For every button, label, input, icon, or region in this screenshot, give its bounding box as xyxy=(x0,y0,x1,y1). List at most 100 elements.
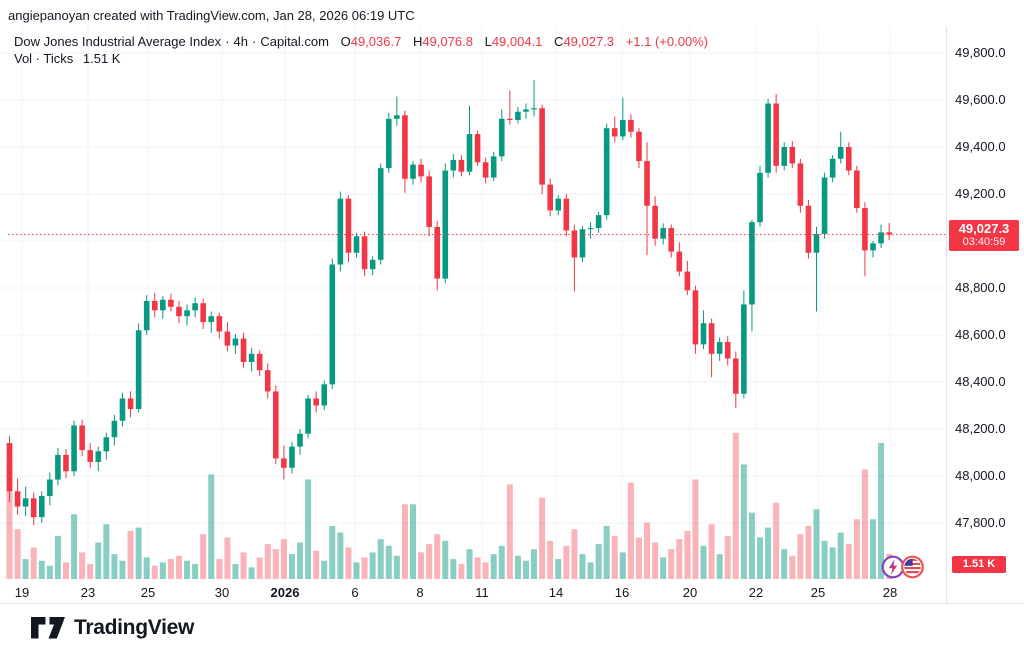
candle-body xyxy=(240,338,247,363)
candle-body xyxy=(22,498,29,507)
volume-bar xyxy=(14,529,21,579)
candle-body xyxy=(539,108,545,185)
volume-bar xyxy=(264,544,271,579)
candle-body xyxy=(151,300,158,311)
volume-bar xyxy=(853,519,860,579)
time-tick-label: 25 xyxy=(810,585,826,600)
candle-body xyxy=(515,111,521,120)
volume-bar xyxy=(167,559,174,579)
candle-body xyxy=(418,164,424,177)
market-status-icons[interactable] xyxy=(880,554,926,580)
price-tick-label: 48,600.0 xyxy=(955,327,1006,342)
tradingview-logo-icon[interactable] xyxy=(30,615,66,641)
price-tick-label: 48,400.0 xyxy=(955,374,1006,389)
volume-bar xyxy=(337,532,344,579)
candle-body xyxy=(248,353,255,363)
candle-body xyxy=(684,271,691,291)
volume-bar xyxy=(71,514,78,579)
price-tick-label: 48,200.0 xyxy=(955,421,1006,436)
candle-body xyxy=(402,115,408,179)
time-tick-label: 19 xyxy=(14,585,30,600)
symbol-legend[interactable]: Dow Jones Industrial Average Index · 4h · Ca… xyxy=(14,33,708,51)
candle-body xyxy=(547,184,553,211)
change-value: +1.1 (+0.00%) xyxy=(625,34,709,49)
candle-body xyxy=(369,259,376,270)
volume-legend[interactable]: Vol · Ticks 1.51 K xyxy=(14,51,120,66)
time-tick-label: 25 xyxy=(140,585,156,600)
volume-bar xyxy=(781,549,788,579)
volume-bar xyxy=(716,554,723,579)
volume-bar xyxy=(668,549,675,579)
candle-body xyxy=(394,115,400,119)
open-value: 49,036.7 xyxy=(350,34,402,49)
time-tick-label: 2026 xyxy=(270,585,300,600)
candle-body xyxy=(466,134,473,172)
volume-bar xyxy=(627,482,634,579)
high-label: H xyxy=(412,34,423,49)
volume-bar xyxy=(345,547,352,579)
candle-body xyxy=(184,310,190,317)
candle-body xyxy=(523,109,529,112)
volume-bar xyxy=(240,552,247,579)
volume-bar xyxy=(506,484,513,579)
volume-bar xyxy=(539,497,546,579)
volume-bar xyxy=(829,547,836,579)
volume-bar xyxy=(95,542,102,579)
candle-body xyxy=(281,458,287,468)
time-tick-label: 6 xyxy=(351,585,359,600)
volume-bar xyxy=(619,552,626,579)
candle-body xyxy=(224,331,231,346)
candle-body xyxy=(377,168,384,260)
candle-body xyxy=(490,156,497,178)
candle-body xyxy=(749,222,755,305)
tradingview-wordmark[interactable]: TradingView xyxy=(74,616,195,639)
candle-body xyxy=(434,226,441,279)
candle-body xyxy=(361,236,368,270)
volume-bar xyxy=(434,534,441,579)
volume-bar xyxy=(38,560,45,579)
volume-bar xyxy=(256,557,263,579)
close-label: C xyxy=(554,34,564,49)
volume-bar xyxy=(103,524,110,579)
volume-bar xyxy=(845,544,852,579)
volume-bar xyxy=(54,535,61,579)
candle-body xyxy=(805,205,812,253)
candle-body xyxy=(208,316,215,323)
volume-bar xyxy=(765,527,772,579)
volume-bar xyxy=(151,565,158,579)
us-market-flag-icon[interactable] xyxy=(901,555,924,579)
last-price-badge[interactable]: 49,027.3 03:40:59 xyxy=(949,219,1019,251)
footer: TradingView xyxy=(30,615,194,641)
volume-bar xyxy=(313,550,320,579)
candle-body xyxy=(345,198,352,253)
volume-bar xyxy=(466,549,473,579)
candle-body xyxy=(63,454,69,472)
candle-body xyxy=(781,147,788,166)
volume-bar xyxy=(280,539,287,579)
price-axis[interactable]: 49,800.0 49,600.0 49,400.0 49,200.0 48,800.0… xyxy=(948,0,1024,603)
volume-bar xyxy=(587,562,594,579)
volume-bar xyxy=(813,509,820,579)
candle-body xyxy=(87,450,93,462)
volume-bar xyxy=(135,527,142,579)
last-volume-badge[interactable]: 1.51 K xyxy=(952,556,1006,573)
candle-body xyxy=(289,446,295,468)
candle-body xyxy=(571,230,578,258)
candle-body xyxy=(563,198,570,231)
candle-body xyxy=(329,264,336,385)
electronic-trading-icon[interactable] xyxy=(881,555,905,579)
candle-body xyxy=(862,208,868,251)
volume-bar xyxy=(216,559,223,579)
candle-body xyxy=(297,433,303,447)
candle-body xyxy=(14,491,21,507)
volume-bar xyxy=(522,560,529,579)
candle-body xyxy=(741,304,747,394)
time-axis[interactable]: 19 23 25 30 2026 6 8 11 14 16 20 22 25 28 xyxy=(0,582,946,603)
candle-body xyxy=(531,108,537,110)
volume-bar xyxy=(369,552,376,579)
low-value: 49,004.1 xyxy=(491,34,543,49)
price-tick-label: 47,800.0 xyxy=(955,515,1006,530)
candle-body xyxy=(168,299,174,307)
candle-body xyxy=(628,119,634,132)
